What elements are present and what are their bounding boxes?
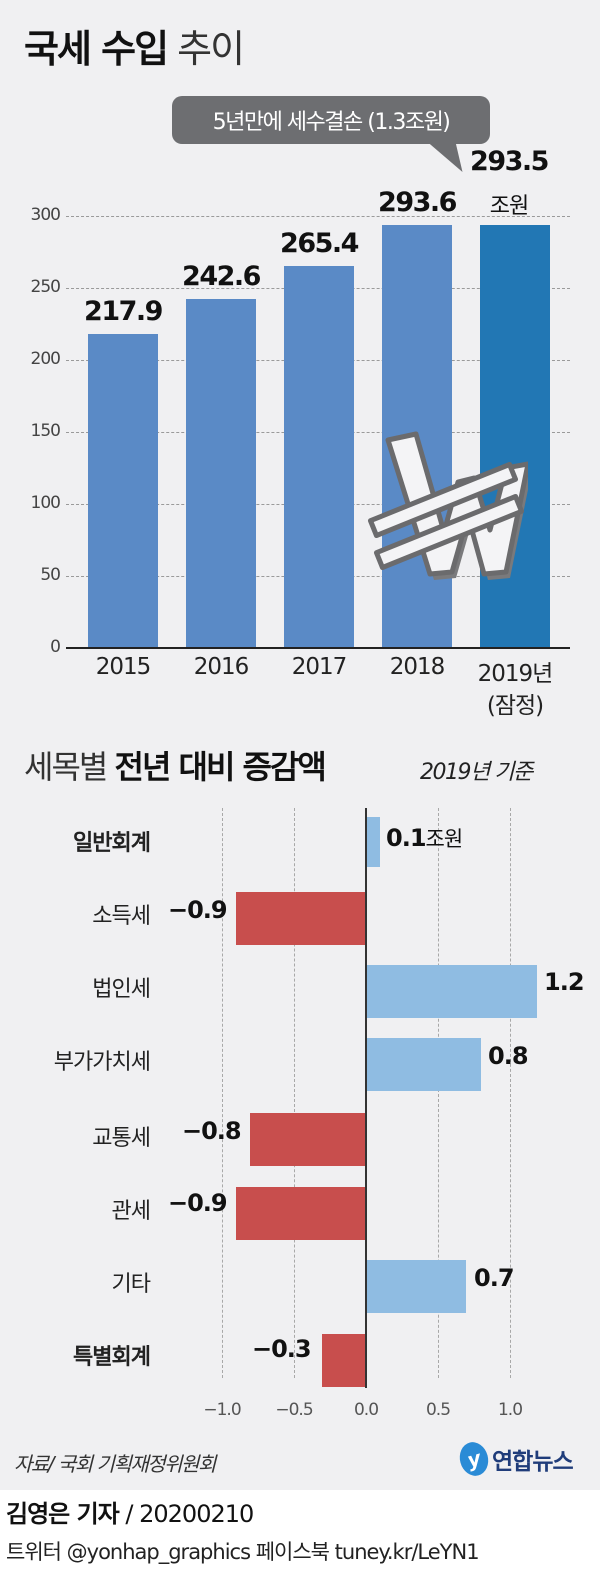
x-tick: 0.0 — [353, 1400, 379, 1420]
x-axis-line — [66, 647, 570, 649]
bar-2017 — [284, 266, 354, 648]
section-title-normal: 세목별 — [24, 748, 108, 786]
bar-income-tax — [236, 892, 366, 945]
bar-other — [366, 1260, 466, 1313]
value-label: −0.8 — [182, 1117, 242, 1145]
value-label: 1.2 — [544, 968, 585, 996]
bar-2016 — [186, 299, 256, 648]
value-label: 0.7 — [474, 1264, 515, 1292]
y-tick: 250 — [30, 277, 61, 297]
gridline — [510, 808, 511, 1378]
category-label: 교통세 — [92, 1126, 151, 1151]
x-label: 2016 — [193, 654, 250, 680]
x-tick: −0.5 — [275, 1400, 313, 1420]
bar-customs — [236, 1187, 366, 1240]
publish-date: / 20200210 — [118, 1500, 254, 1528]
bar-2015 — [88, 334, 158, 648]
gridline — [294, 808, 295, 1378]
section-title-bold: 전년 대비 증감액 — [114, 748, 327, 786]
category-label: 일반회계 — [73, 831, 151, 856]
x-label: 2019년 — [477, 661, 554, 687]
value-label: 217.9 — [84, 296, 163, 327]
reporter-name: 김영은 기자 — [6, 1500, 120, 1528]
unit-label: 조원 — [489, 194, 529, 219]
value-label: 265.4 — [280, 228, 359, 259]
y-tick: 100 — [30, 493, 61, 513]
yonhap-logo: y 연합뉴스 — [456, 1438, 574, 1480]
category-label: 부가가치세 — [53, 1050, 151, 1075]
value-label: −0.3 — [252, 1335, 312, 1363]
title-normal: 추이 — [177, 27, 245, 71]
social-links: 트위터 @yonhap_graphics 페이스북 tuney.kr/LeYN1 — [6, 1540, 480, 1564]
bar-special-account — [322, 1334, 366, 1387]
x-tick: 1.0 — [497, 1400, 523, 1420]
value-label: −0.9 — [168, 896, 228, 924]
bar-vat — [366, 1038, 481, 1091]
deficit-callout: 5년만에 세수결손 (1.3조원) — [172, 96, 490, 144]
won-currency-icon — [367, 431, 528, 580]
unit-label: 조원 — [425, 827, 464, 851]
value-label: −0.9 — [168, 1189, 228, 1217]
x-tick: 0.5 — [425, 1400, 451, 1420]
value-label: 293.5 — [470, 146, 549, 177]
y-tick: 200 — [30, 349, 61, 369]
category-label: 법인세 — [92, 977, 151, 1002]
y-tick: 300 — [30, 205, 61, 225]
yonhap-logo-icon: y — [456, 1438, 492, 1480]
category-label: 관세 — [111, 1199, 151, 1224]
source-note: 자료/ 국회 기획재정위원회 — [14, 1452, 216, 1476]
bar-corporate-tax — [366, 965, 537, 1018]
x-label: 2015 — [95, 654, 152, 680]
title-bold: 국세 수입 — [24, 27, 169, 71]
category-label: 기타 — [111, 1272, 151, 1297]
gridline — [66, 216, 570, 217]
x-label: 2017 — [291, 654, 348, 680]
x-label: 2018 — [389, 654, 446, 680]
section-title: 세목별 전년 대비 증감액 — [24, 742, 327, 788]
x-sublabel: (잠정) — [486, 693, 544, 719]
gridline — [438, 808, 439, 1378]
bar-transport-tax — [250, 1113, 366, 1166]
y-tick: 0 — [50, 637, 61, 657]
category-label: 소득세 — [92, 904, 151, 929]
value-label: 242.6 — [182, 261, 261, 292]
y-tick: 50 — [40, 565, 61, 585]
logo-text: 연합뉴스 — [492, 1449, 574, 1475]
x-tick: −1.0 — [203, 1400, 241, 1420]
bar-general-account — [366, 817, 380, 867]
value-label: 293.6 — [378, 187, 457, 218]
value-label: 0.1조원 — [386, 824, 464, 852]
zero-axis-line — [365, 808, 367, 1388]
gridline — [222, 808, 223, 1378]
byline: 김영은 기자 / 20200210 — [6, 1494, 254, 1529]
y-tick: 150 — [30, 421, 61, 441]
basis-note: 2019년 기준 — [420, 760, 533, 785]
page-title: 국세 수입 추이 — [24, 18, 245, 73]
value-label: 0.8 — [488, 1042, 529, 1070]
category-label: 특별회계 — [73, 1345, 151, 1370]
